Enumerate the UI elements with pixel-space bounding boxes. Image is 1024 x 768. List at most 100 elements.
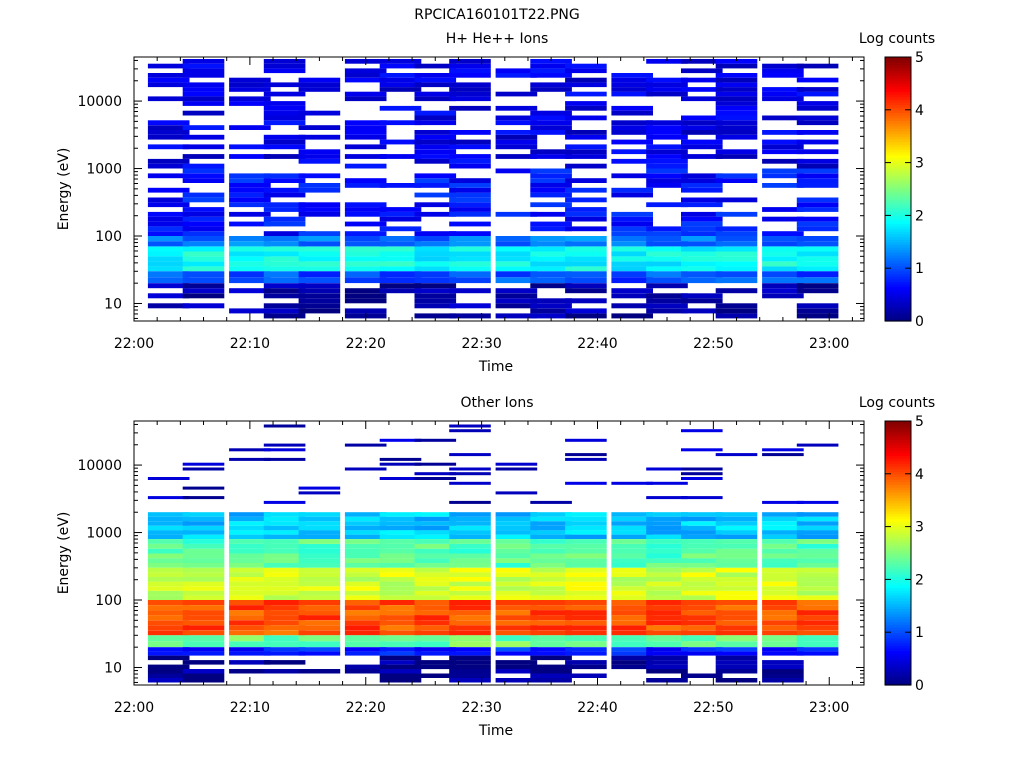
spectrogram-cell bbox=[414, 586, 457, 591]
spectrogram-cell bbox=[449, 651, 491, 656]
spectrogram-cell bbox=[449, 655, 491, 661]
spectrogram-cell bbox=[449, 221, 491, 227]
spectrogram-cell bbox=[646, 620, 688, 626]
spectrogram-cell bbox=[263, 448, 306, 452]
spectrogram-cell bbox=[530, 586, 572, 591]
colorbar-segment bbox=[885, 563, 911, 567]
spectrogram-cell bbox=[182, 82, 225, 88]
spectrogram-cell bbox=[379, 548, 422, 554]
spectrogram-cell bbox=[565, 567, 607, 573]
spectrogram-cell bbox=[796, 91, 839, 97]
spectrogram-cell bbox=[796, 534, 839, 540]
spectrogram-cell bbox=[147, 202, 190, 208]
spectrogram-cell bbox=[414, 673, 457, 678]
spectrogram-cell bbox=[379, 271, 422, 278]
spectrogram-cell bbox=[495, 586, 538, 591]
spectrogram-cell bbox=[495, 525, 538, 531]
colorbar-segment bbox=[885, 521, 911, 525]
colorbar-segment bbox=[885, 244, 911, 248]
colorbar-segment bbox=[885, 86, 911, 90]
spectrogram-cell bbox=[182, 256, 225, 262]
spectrogram-cell bbox=[379, 678, 422, 683]
spectrogram-cell bbox=[495, 139, 538, 145]
spectrogram-cell bbox=[646, 572, 688, 577]
spectrogram-cell bbox=[796, 139, 839, 145]
spectrogram-cell bbox=[379, 120, 422, 126]
spectrogram-cell bbox=[646, 266, 688, 272]
spectrogram-cell bbox=[495, 313, 538, 319]
spectrogram-cell bbox=[646, 183, 688, 188]
spectrogram-cell bbox=[646, 512, 688, 517]
spectrogram-cell bbox=[182, 600, 225, 605]
spectrogram-cell bbox=[796, 246, 839, 252]
panel-other-ions: Other Ions 22:00 22:10 22:20 22:30 22:40 22:5… bbox=[56, 395, 935, 739]
colorbar-segment bbox=[885, 204, 911, 209]
spectrogram-cell bbox=[762, 595, 804, 600]
spectrogram-cell bbox=[449, 197, 491, 203]
spectrogram-cell bbox=[565, 615, 607, 621]
spectrogram-cell bbox=[147, 226, 190, 232]
y-axis-label: Energy (eV) bbox=[56, 512, 72, 595]
spectrogram-cell bbox=[344, 73, 387, 78]
spectrogram-cell bbox=[796, 207, 839, 212]
spectrogram-cell bbox=[681, 59, 723, 64]
spectrogram-cell bbox=[681, 467, 723, 471]
spectrogram-cell bbox=[263, 261, 306, 267]
colorbar-segment bbox=[885, 558, 911, 562]
spectrogram-cell bbox=[681, 448, 723, 452]
spectrogram-cell bbox=[646, 261, 688, 267]
colorbar-segment bbox=[885, 439, 911, 443]
spectrogram-cell bbox=[796, 158, 839, 164]
spectrogram-cell bbox=[495, 467, 538, 471]
spectrogram-cell bbox=[565, 256, 607, 262]
spectrogram-cell bbox=[414, 620, 457, 626]
spectrogram-cell bbox=[565, 68, 607, 74]
spectrogram-cell bbox=[147, 620, 190, 626]
spectrogram-cell bbox=[681, 516, 723, 522]
spectrogram-cell bbox=[344, 202, 387, 208]
colorbar-segment bbox=[885, 642, 911, 646]
spectrogram-cell bbox=[344, 558, 387, 563]
spectrogram-cell bbox=[495, 512, 538, 517]
spectrogram-cell bbox=[762, 256, 804, 262]
spectrogram-cell bbox=[263, 308, 306, 314]
spectrogram-cell bbox=[379, 600, 422, 605]
spectrogram-cell bbox=[414, 543, 457, 549]
spectrogram-cell bbox=[344, 651, 387, 656]
spectrogram-cell bbox=[646, 308, 688, 314]
spectrogram-cell bbox=[681, 548, 723, 554]
spectrogram-cell bbox=[229, 271, 271, 278]
spectrogram-cell bbox=[565, 178, 607, 183]
spectrogram-cell bbox=[762, 216, 804, 222]
spectrogram-cell bbox=[449, 251, 491, 257]
spectrogram-cell bbox=[646, 271, 688, 278]
spectrogram-cell bbox=[449, 500, 491, 504]
spectrogram-cell bbox=[147, 548, 190, 554]
spectrogram-cell bbox=[414, 548, 457, 554]
spectrogram-cell bbox=[263, 59, 306, 64]
spectrogram-cell bbox=[449, 256, 491, 262]
spectrogram-cell bbox=[229, 77, 271, 83]
spectrogram-cell bbox=[182, 669, 225, 674]
spectrogram-cell bbox=[298, 134, 341, 140]
spectrogram-cell bbox=[565, 207, 607, 212]
spectrogram-cell bbox=[495, 288, 538, 294]
spectrogram-cell bbox=[646, 231, 688, 236]
spectrogram-cell bbox=[298, 231, 341, 236]
y-axis-label: Energy (eV) bbox=[56, 148, 72, 231]
colorbar-segment bbox=[885, 568, 911, 573]
spectrogram-cell bbox=[681, 543, 723, 549]
spectrogram-cell bbox=[565, 610, 607, 616]
colorbar-segment bbox=[885, 218, 911, 222]
spectrogram-cell bbox=[414, 595, 457, 600]
colorbar-segment bbox=[885, 666, 911, 670]
colorbar-segment bbox=[885, 72, 911, 77]
spectrogram-cell bbox=[182, 154, 225, 159]
spectrogram-cell bbox=[229, 539, 271, 544]
spectrogram-cell bbox=[681, 221, 723, 227]
spectrogram-cell bbox=[263, 651, 306, 656]
spectrogram-cell bbox=[565, 651, 607, 656]
colorbar-segment bbox=[885, 249, 911, 253]
spectrogram-cell bbox=[379, 530, 422, 535]
spectrogram-cell bbox=[344, 664, 387, 670]
